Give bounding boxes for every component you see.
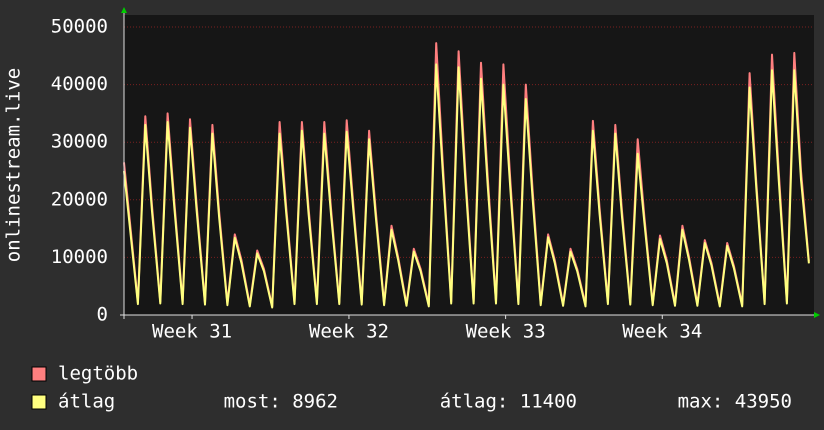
legend-label: legtöbb	[58, 363, 138, 385]
legend: legtöbb átlag most: 8962 átlag: 11400 max: 4…	[31, 363, 792, 413]
stat-label: max: 43950	[678, 391, 792, 413]
x-arrow	[814, 312, 820, 318]
y-tick-label: 30000	[51, 131, 108, 153]
x-tick-label: Week 32	[309, 321, 389, 343]
stat-label: átlag: 11400	[440, 391, 577, 413]
y-tick-label: 10000	[51, 246, 108, 268]
x-tick-label: Week 31	[152, 321, 232, 343]
x-tick-label: Week 34	[622, 321, 702, 343]
y-tick-label: 20000	[51, 188, 108, 210]
legend-swatch	[31, 366, 47, 382]
legend-swatch	[31, 394, 47, 410]
legend-label: átlag	[58, 391, 115, 413]
plot-area	[124, 15, 814, 315]
y-arrow	[121, 7, 127, 13]
y-axis-label: onlinestream.live	[3, 68, 25, 262]
stat-label: most: 8962	[224, 391, 338, 413]
y-tick-label: 40000	[51, 73, 108, 95]
lines	[123, 42, 810, 309]
series-line	[123, 63, 810, 309]
x-tick-label: Week 33	[466, 321, 546, 343]
y-tick-label: 50000	[51, 16, 108, 38]
y-tick-label: 0	[97, 304, 108, 326]
